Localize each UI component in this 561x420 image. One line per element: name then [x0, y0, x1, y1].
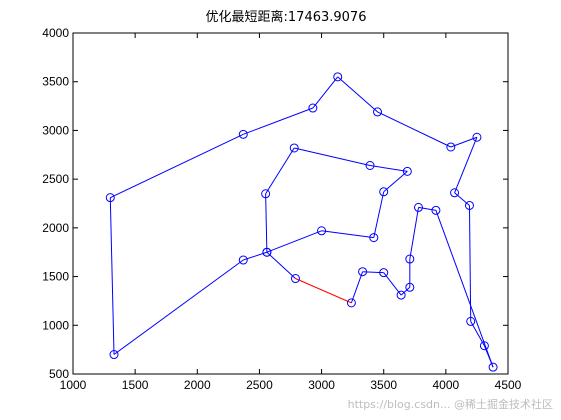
y-tick-label: 1500 — [42, 270, 69, 284]
y-tick-label: 2500 — [42, 172, 69, 186]
city-marker — [479, 341, 489, 351]
route-segment — [321, 230, 374, 239]
city-marker — [379, 268, 389, 278]
city-marker — [369, 233, 379, 243]
route-segment — [383, 170, 408, 193]
city-marker — [365, 161, 375, 171]
city-marker — [105, 193, 115, 203]
city-marker — [238, 129, 248, 139]
city-marker — [414, 202, 424, 212]
x-tick-label: 2000 — [184, 378, 211, 392]
y-tick-label: 500 — [49, 367, 69, 381]
city-marker — [290, 274, 300, 284]
route-segment — [409, 207, 420, 260]
route-segment — [454, 137, 478, 193]
city-marker — [488, 362, 498, 372]
route-segment — [266, 230, 322, 253]
city-marker — [261, 189, 271, 199]
city-marker — [333, 72, 343, 82]
city-marker — [238, 255, 248, 265]
city-marker — [466, 316, 476, 326]
route-segment — [337, 76, 378, 113]
city-marker — [472, 132, 482, 142]
closing-segment — [295, 278, 352, 304]
city-marker — [379, 187, 389, 197]
city-marker — [289, 143, 299, 153]
route-segment — [312, 76, 339, 109]
route-segment — [294, 147, 371, 166]
route-segment — [265, 147, 295, 195]
y-tick-label: 2000 — [42, 221, 69, 235]
route-segment — [435, 210, 494, 368]
city-marker — [450, 188, 460, 198]
city-marker — [464, 200, 474, 210]
route-segment — [418, 206, 436, 211]
route-segment — [350, 271, 364, 304]
city-marker — [405, 282, 415, 292]
x-tick-label: 4500 — [495, 378, 522, 392]
route-segment — [113, 259, 244, 355]
route-segment — [454, 192, 470, 206]
city-marker — [317, 226, 327, 236]
route-segment — [265, 193, 268, 253]
y-tick-label: 1000 — [42, 318, 69, 332]
y-tick-label: 4000 — [42, 26, 69, 40]
route-segment — [110, 133, 244, 199]
route-segment — [373, 191, 385, 238]
y-tick-label: 3500 — [42, 75, 69, 89]
y-tick-label: 3000 — [42, 123, 69, 137]
axes: 1000 1500 2000 2500 3000 3500 4000 450050010001… — [42, 26, 521, 392]
x-tick-label: 1500 — [122, 378, 149, 392]
city-marker — [431, 205, 441, 215]
route-segment — [400, 286, 411, 296]
city-marker — [109, 350, 119, 360]
city-marker — [446, 142, 456, 152]
city-marker — [402, 166, 412, 176]
x-tick-label: 3000 — [308, 378, 335, 392]
data-layer — [105, 72, 498, 372]
x-tick-label: 2500 — [246, 378, 273, 392]
x-tick-label: 3500 — [370, 378, 397, 392]
x-tick-label: 1000 — [60, 378, 87, 392]
plot-frame — [72, 32, 509, 375]
route-segment — [468, 205, 472, 322]
route-segment — [243, 107, 314, 135]
route-segment — [109, 197, 115, 355]
city-marker — [373, 107, 382, 117]
watermark: https://blog.csdn... @稀土掘金技术社区 — [348, 397, 553, 411]
route-segment — [450, 136, 478, 148]
route-segment — [470, 321, 485, 346]
route-segment — [362, 271, 384, 274]
route-segment — [369, 165, 408, 172]
city-marker — [346, 298, 356, 308]
x-tick-label: 4000 — [433, 378, 460, 392]
city-marker — [396, 290, 406, 300]
route-segment — [266, 251, 296, 279]
city-marker — [308, 103, 318, 113]
route-segment — [383, 272, 402, 296]
route-segment — [377, 111, 452, 148]
city-marker — [358, 267, 368, 277]
city-marker — [262, 247, 272, 257]
chart-title: 优化最短距离:17463.9076 — [206, 9, 367, 25]
city-marker — [405, 254, 415, 264]
